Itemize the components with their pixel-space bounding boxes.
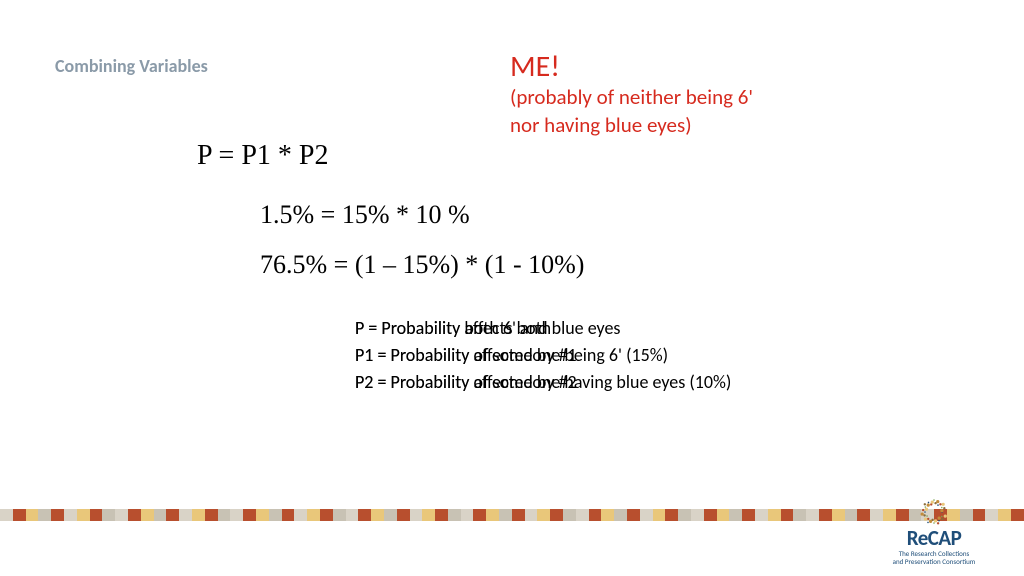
stripe-segment bbox=[1011, 509, 1024, 521]
stripe-segment bbox=[793, 509, 806, 521]
stripe-segment bbox=[473, 509, 486, 521]
stripe-segment bbox=[678, 509, 691, 521]
stripe-segment bbox=[166, 509, 179, 521]
stripe-segment bbox=[729, 509, 742, 521]
def-p1-b: P1 = Probability of someone being 6' (15… bbox=[355, 342, 668, 369]
stripe-segment bbox=[154, 509, 167, 521]
stripe-segment bbox=[397, 509, 410, 521]
stripe-segment bbox=[653, 509, 666, 521]
stripe-segment bbox=[243, 509, 256, 521]
stripe-segment bbox=[819, 509, 832, 521]
stripe-segment bbox=[717, 509, 730, 521]
callout: ME! (probably of neither being 6' nor ha… bbox=[510, 52, 753, 139]
stripe-segment bbox=[38, 509, 51, 521]
stripe-segment bbox=[435, 509, 448, 521]
stripe-segment bbox=[90, 509, 103, 521]
stripe-segment bbox=[128, 509, 141, 521]
stripe-segment bbox=[346, 509, 359, 521]
stripe-segment bbox=[486, 509, 499, 521]
def-p2-b: P2 = Probability of someone having blue … bbox=[355, 369, 731, 396]
stripe-segment bbox=[102, 509, 115, 521]
stripe-segment bbox=[141, 509, 154, 521]
stripe-segment bbox=[755, 509, 768, 521]
stripe-segment bbox=[448, 509, 461, 521]
stripe-segment bbox=[282, 509, 295, 521]
callout-title: ME! bbox=[510, 52, 753, 82]
stripe-segment bbox=[410, 509, 423, 521]
stripe-segment bbox=[845, 509, 858, 521]
formula-line-1: 1.5% = 15% * 10 % bbox=[260, 200, 470, 230]
logo-text: ReCAP bbox=[874, 528, 994, 549]
stripe-segment bbox=[218, 509, 231, 521]
stripe-segment bbox=[230, 509, 243, 521]
stripe-segment bbox=[192, 509, 205, 521]
formula-main: P = P1 * P2 bbox=[197, 140, 328, 172]
stripe-segment bbox=[205, 509, 218, 521]
stripe-segment bbox=[704, 509, 717, 521]
stripe-segment bbox=[13, 509, 26, 521]
stripe-segment bbox=[77, 509, 90, 521]
stripe-segment bbox=[601, 509, 614, 521]
stripe-segment bbox=[333, 509, 346, 521]
stripe-segment bbox=[384, 509, 397, 521]
stripe-segment bbox=[512, 509, 525, 521]
stripe-segment bbox=[358, 509, 371, 521]
stripe-segment bbox=[627, 509, 640, 521]
stripe-segment bbox=[26, 509, 39, 521]
stripe-segment bbox=[64, 509, 77, 521]
stripe-segment bbox=[768, 509, 781, 521]
stripe-segment bbox=[307, 509, 320, 521]
stripe-segment bbox=[51, 509, 64, 521]
logo-tagline-2: and Preservation Consortium bbox=[874, 558, 994, 566]
stripe-segment bbox=[742, 509, 755, 521]
def-p-b: P = Probability both 6' and blue eyes bbox=[355, 315, 620, 342]
stripe-segment bbox=[537, 509, 550, 521]
stripe-segment bbox=[525, 509, 538, 521]
stripe-segment bbox=[665, 509, 678, 521]
recap-logo: ReCAP The Research Collections and Prese… bbox=[874, 497, 994, 566]
stripe-segment bbox=[0, 509, 13, 521]
stripe-segment bbox=[589, 509, 602, 521]
stripe-segment bbox=[371, 509, 384, 521]
stripe-segment bbox=[806, 509, 819, 521]
stripe-segment bbox=[499, 509, 512, 521]
stripe-segment bbox=[563, 509, 576, 521]
logo-tagline-1: The Research Collections bbox=[874, 550, 994, 558]
stripe-segment bbox=[832, 509, 845, 521]
stripe-segment bbox=[640, 509, 653, 521]
logo-burst-icon bbox=[919, 497, 949, 527]
stripe-segment bbox=[998, 509, 1011, 521]
stripe-segment bbox=[115, 509, 128, 521]
slide-heading: Combining Variables bbox=[55, 55, 208, 77]
stripe-segment bbox=[576, 509, 589, 521]
stripe-segment bbox=[269, 509, 282, 521]
stripe-segment bbox=[614, 509, 627, 521]
stripe-segment bbox=[256, 509, 269, 521]
stripe-segment bbox=[320, 509, 333, 521]
decorative-stripe bbox=[0, 509, 1024, 521]
callout-line2: nor having blue eyes) bbox=[510, 112, 753, 138]
stripe-segment bbox=[294, 509, 307, 521]
callout-line1: (probably of neither being 6' bbox=[510, 84, 753, 110]
stripe-segment bbox=[461, 509, 474, 521]
stripe-segment bbox=[179, 509, 192, 521]
slide: Combining Variables ME! (probably of nei… bbox=[0, 0, 1024, 576]
stripe-segment bbox=[422, 509, 435, 521]
stripe-segment bbox=[550, 509, 563, 521]
stripe-segment bbox=[781, 509, 794, 521]
formula-line-2: 76.5% = (1 – 15%) * (1 - 10%) bbox=[260, 250, 584, 280]
stripe-segment bbox=[857, 509, 870, 521]
stripe-segment bbox=[691, 509, 704, 521]
